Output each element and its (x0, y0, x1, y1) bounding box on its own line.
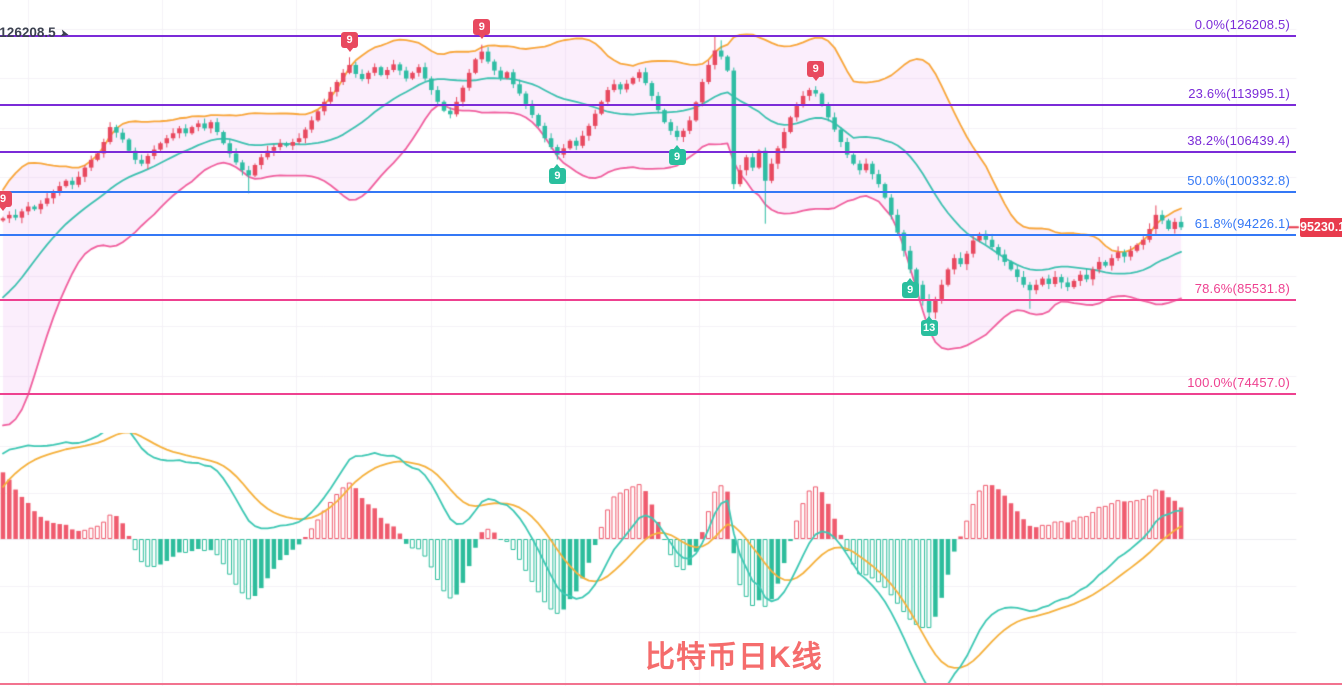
fib-label: 78.6%(85531.8) (1194, 281, 1290, 297)
td-marker-buy-9: 9 (901, 277, 919, 298)
td-marker-buy-9: 9 (668, 145, 686, 166)
fib-line (0, 393, 1296, 396)
marker-pointer (477, 34, 486, 39)
fib-line (0, 299, 1296, 302)
peak-price-annotation: 126208.5 ➤ (0, 25, 70, 42)
td-marker-sell-9: 9 (473, 19, 491, 39)
time-axis-baseline (0, 683, 1342, 685)
fib-label: 50.0%(100332.8) (1187, 172, 1290, 188)
chart-title-watermark: 比特币日K线 (645, 641, 823, 674)
fib-line (0, 190, 1296, 193)
fib-line (0, 35, 1296, 38)
td-marker-sell-9: 9 (341, 31, 358, 52)
marker-pointer (673, 145, 682, 151)
marker-pointer (553, 164, 562, 170)
fib-label: 38.2%(106439.4) (1187, 132, 1290, 148)
td-marker-sell-9: 9 (0, 191, 12, 212)
marker-pointer (811, 75, 820, 81)
price-axis[interactable]: 127589.118607.110257.102495.88572.182336… (1296, 0, 1342, 430)
marker-pointer (345, 46, 354, 52)
fib-line (0, 150, 1296, 153)
td-marker-buy-13: 13 (920, 315, 938, 336)
peak-price-label: 126208.5 (0, 25, 56, 41)
fib-label: 0.0%(126208.5) (1194, 17, 1290, 33)
fib-label: 23.6%(113995.1) (1188, 86, 1290, 102)
td-marker-sell-9: 9 (807, 60, 825, 81)
marker-pointer (906, 277, 915, 283)
td-marker-buy-9: 9 (548, 164, 566, 185)
macd-axis[interactable]: 4000.02000.00.0-2000.0-4000.0 (1296, 430, 1342, 686)
fib-line (0, 233, 1296, 236)
marker-pointer (0, 206, 7, 212)
fib-label: 61.8%(94226.1) (1194, 215, 1290, 231)
fib-line (0, 104, 1296, 107)
fib-label: 100.0%(74457.0) (1187, 375, 1290, 391)
peak-arrow-icon: ➤ (58, 28, 70, 42)
marker-pointer (925, 315, 934, 321)
current-price-badge: 95230.1 (1300, 217, 1342, 237)
